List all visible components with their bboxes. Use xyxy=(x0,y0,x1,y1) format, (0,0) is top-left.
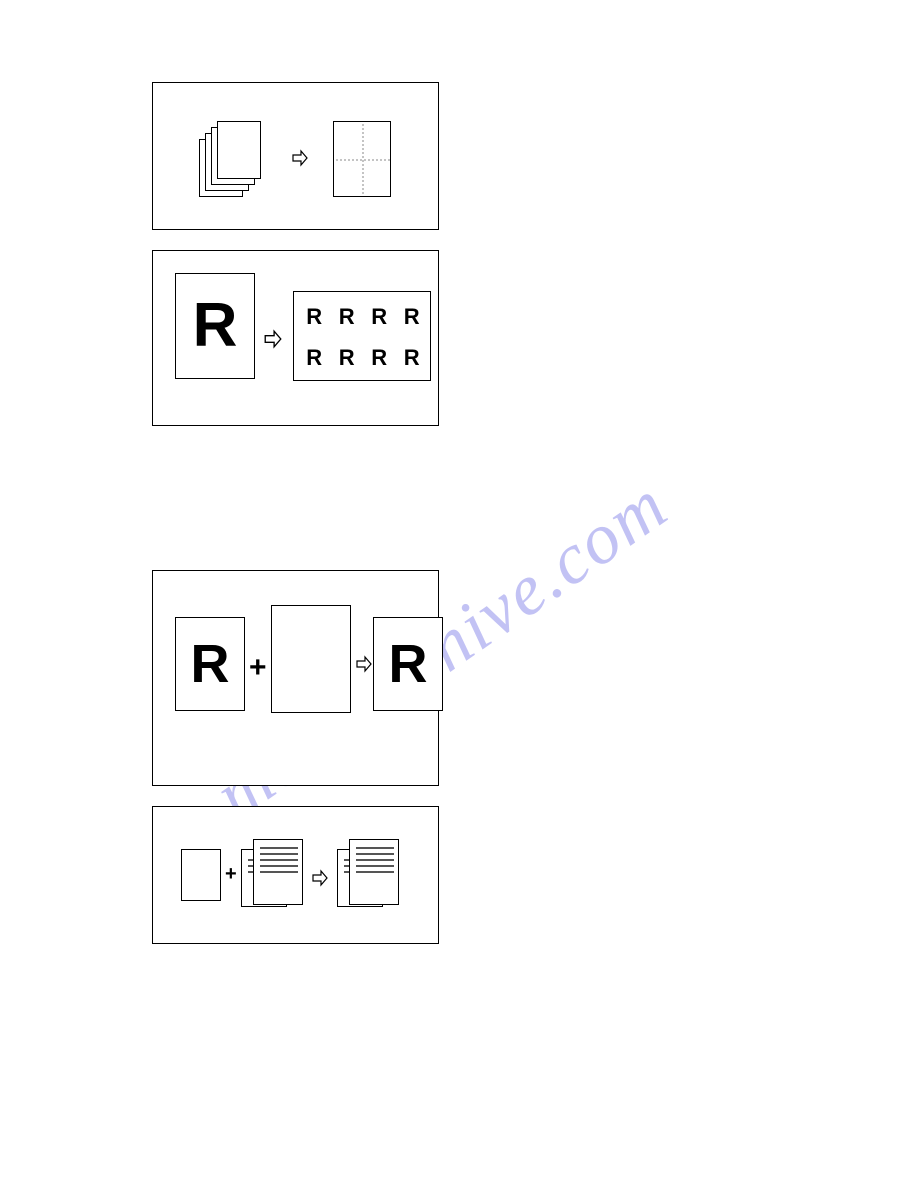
r-cell: R xyxy=(363,296,396,337)
r-letter: R xyxy=(191,637,230,691)
r-cell: R xyxy=(363,337,396,378)
input-sheet-r: R xyxy=(175,273,255,379)
arrow-right-icon xyxy=(311,869,329,887)
r-cell: R xyxy=(396,337,429,378)
r-cell: R xyxy=(331,296,364,337)
panel-nup xyxy=(152,82,439,230)
doc-page xyxy=(253,839,303,905)
overlay-sheet-out: R xyxy=(373,617,443,711)
blank-sheet xyxy=(181,849,221,901)
plus-symbol: + xyxy=(249,651,267,685)
arrow-right-icon xyxy=(291,149,309,167)
r-cell: R xyxy=(396,296,429,337)
r-letter: R xyxy=(389,637,428,691)
r-cell: R xyxy=(298,296,331,337)
doc-page xyxy=(349,839,399,905)
output-grid-sheet xyxy=(333,121,391,197)
arrow-right-icon xyxy=(355,655,373,673)
r-grid: R R R R R R R R xyxy=(298,296,428,378)
panel-repeat: R R R R R R R R R xyxy=(152,250,439,426)
r-cell: R xyxy=(298,337,331,378)
panel-overlay: R + R xyxy=(152,570,439,786)
overlay-sheet-b xyxy=(271,605,351,713)
output-sheet-repeat: R R R R R R R R xyxy=(293,291,431,381)
r-letter: R xyxy=(193,295,238,357)
overlay-sheet-a: R xyxy=(175,617,245,711)
page: manualshive.com R R R xyxy=(0,0,918,1188)
stack-page xyxy=(217,121,261,179)
r-cell: R xyxy=(331,337,364,378)
panel-insert: + xyxy=(152,806,439,944)
plus-symbol: + xyxy=(225,863,237,886)
arrow-right-icon xyxy=(263,329,283,349)
